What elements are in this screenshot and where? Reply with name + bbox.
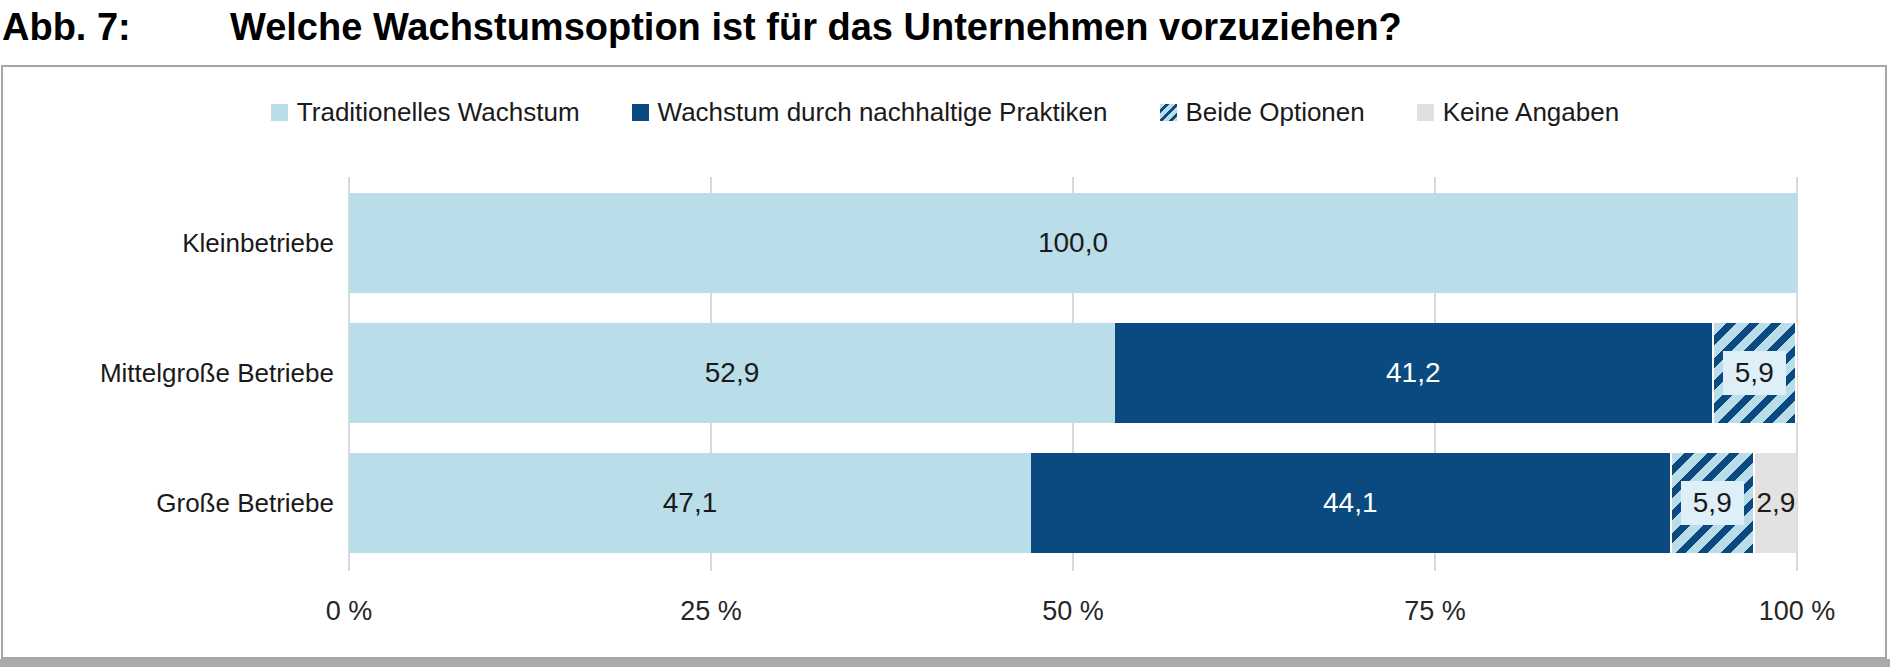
x-axis-tick-label: 100 %: [1707, 596, 1887, 627]
legend-label: Beide Optionen: [1186, 97, 1365, 128]
bar-segment: 5,9: [1670, 453, 1755, 553]
legend-swatch-icon: [632, 104, 649, 121]
bar-segment: 52,9: [349, 323, 1115, 423]
legend-swatch-icon: [1160, 104, 1177, 121]
x-axis-tick-label: 75 %: [1345, 596, 1525, 627]
x-axis-tick-label: 0 %: [259, 596, 439, 627]
category-label: Mittelgroße Betriebe: [40, 323, 334, 423]
bottom-border-bar: [0, 659, 1890, 667]
legend-swatch-icon: [271, 104, 288, 121]
legend-item-4: Keine Angaben: [1417, 97, 1619, 128]
bar-segment: 2,9: [1755, 453, 1797, 553]
bar-segment: 100,0: [349, 193, 1797, 293]
figure-chart: Abb. 7: Welche Wachstumsoption ist für d…: [0, 0, 1890, 667]
value-label: 5,9: [1681, 481, 1744, 525]
value-label: 41,2: [1386, 357, 1441, 389]
value-label: 5,9: [1723, 351, 1786, 395]
legend-label: Wachstum durch nachhaltige Praktiken: [658, 97, 1108, 128]
category-label: Kleinbetriebe: [40, 193, 334, 293]
x-axis-tick-label: 50 %: [983, 596, 1163, 627]
bar-segment: 47,1: [349, 453, 1031, 553]
figure-number-label: Abb. 7:: [2, 6, 131, 49]
value-label: 100,0: [1038, 227, 1108, 259]
legend-item-1: Traditionelles Wachstum: [271, 97, 580, 128]
bar-segment: 5,9: [1712, 323, 1797, 423]
title-row: Abb. 7: Welche Wachstumsoption ist für d…: [0, 0, 1890, 58]
value-label: 52,9: [705, 357, 760, 389]
legend: Traditionelles Wachstum Wachstum durch na…: [0, 95, 1890, 129]
category-label: Große Betriebe: [40, 453, 334, 553]
legend-swatch-icon: [1417, 104, 1434, 121]
value-label: 44,1: [1323, 487, 1378, 519]
x-axis-tick-label: 25 %: [621, 596, 801, 627]
value-label: 2,9: [1757, 487, 1796, 519]
bar-segment: 41,2: [1115, 323, 1712, 423]
bar-segment: 44,1: [1031, 453, 1670, 553]
legend-item-2: Wachstum durch nachhaltige Praktiken: [632, 97, 1108, 128]
value-label: 47,1: [663, 487, 718, 519]
legend-item-3: Beide Optionen: [1160, 97, 1365, 128]
legend-label: Keine Angaben: [1443, 97, 1619, 128]
figure-title: Welche Wachstumsoption ist für das Unter…: [230, 6, 1402, 49]
legend-label: Traditionelles Wachstum: [297, 97, 580, 128]
